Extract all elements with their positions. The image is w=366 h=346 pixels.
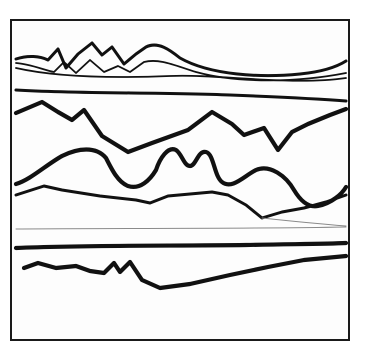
artwork-frame [10,19,350,341]
